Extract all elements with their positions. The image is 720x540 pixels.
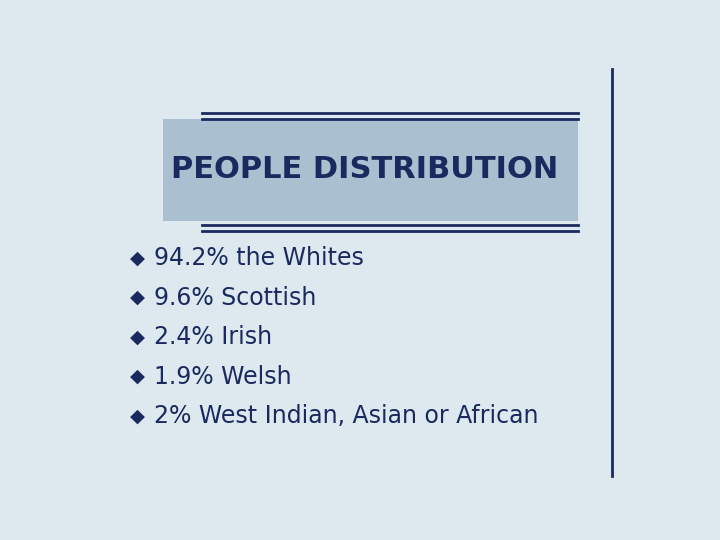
Text: 2.4% Irish: 2.4% Irish (154, 325, 272, 349)
Text: PEOPLE DISTRIBUTION: PEOPLE DISTRIBUTION (171, 155, 558, 184)
Text: 9.6% Scottish: 9.6% Scottish (154, 286, 317, 309)
Text: 2% West Indian, Asian or African: 2% West Indian, Asian or African (154, 404, 539, 428)
Text: ◆: ◆ (130, 248, 145, 268)
Text: 94.2% the Whites: 94.2% the Whites (154, 246, 364, 270)
FancyBboxPatch shape (163, 119, 578, 221)
Text: 1.9% Welsh: 1.9% Welsh (154, 364, 292, 389)
Text: ◆: ◆ (130, 288, 145, 307)
Text: ◆: ◆ (130, 367, 145, 386)
Text: ◆: ◆ (130, 328, 145, 347)
Text: ◆: ◆ (130, 407, 145, 426)
